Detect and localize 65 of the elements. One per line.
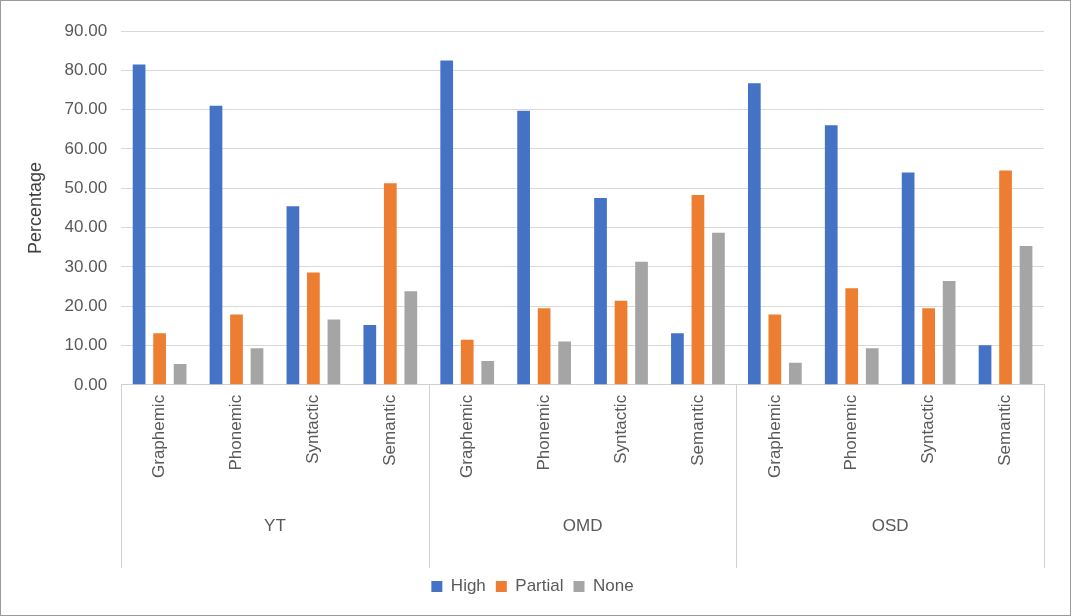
bar xyxy=(517,110,530,385)
bar xyxy=(922,308,935,385)
y-tick-label: 20.00 xyxy=(64,295,108,315)
bar xyxy=(788,362,802,385)
y-tick-label: 60.00 xyxy=(64,138,108,158)
bar xyxy=(978,345,992,385)
x-tick-label: Semantic xyxy=(380,394,399,466)
bar xyxy=(845,288,859,385)
bar xyxy=(153,333,166,385)
bar xyxy=(865,348,879,385)
bar xyxy=(230,314,243,385)
y-tick-label: 40.00 xyxy=(64,217,108,237)
bar xyxy=(440,60,454,385)
y-tick-label: 10.00 xyxy=(64,335,108,355)
y-tick-label: 90.00 xyxy=(64,20,108,40)
x-tick-label: Semantic xyxy=(687,394,707,466)
bar xyxy=(671,333,684,385)
bar xyxy=(1019,246,1033,385)
bar xyxy=(327,319,341,385)
text: YT xyxy=(264,515,286,535)
x-tick-label: Syntactic xyxy=(610,394,630,464)
x-tick-label: Phonemic xyxy=(841,394,861,471)
bar xyxy=(558,341,571,385)
x-tick-label: Graphemic xyxy=(456,394,476,478)
bar xyxy=(209,105,223,385)
legend-label: High xyxy=(450,576,486,596)
bar xyxy=(768,314,782,385)
bar xyxy=(635,261,648,385)
x-tick-label: Semantic xyxy=(995,394,1015,466)
bar xyxy=(460,339,474,385)
legend-label: Partial xyxy=(515,576,564,596)
bar xyxy=(901,172,915,385)
x-tick-label: Graphemic xyxy=(149,394,169,478)
bar xyxy=(824,125,838,385)
text: OMD xyxy=(562,515,603,535)
bar xyxy=(173,364,187,385)
bar xyxy=(404,291,418,385)
x-tick-label: Phonemic xyxy=(226,394,246,471)
bar xyxy=(383,183,397,385)
bar xyxy=(712,232,725,385)
x-tick-label: Syntactic xyxy=(918,394,938,464)
y-tick-label: 70.00 xyxy=(64,99,108,119)
y-tick-label: 50.00 xyxy=(64,177,108,197)
bar xyxy=(747,83,761,385)
bar xyxy=(537,308,551,385)
bar xyxy=(250,348,264,385)
text: OSD xyxy=(871,515,909,535)
x-tick-label: Syntactic xyxy=(303,394,323,464)
bar xyxy=(307,272,320,385)
x-tick-label: Phonemic xyxy=(533,394,553,471)
y-tick-label: 30.00 xyxy=(64,256,108,276)
bar xyxy=(691,194,705,385)
y-axis-title: Percentage xyxy=(24,161,45,254)
x-tick-label: Graphemic xyxy=(764,394,784,478)
bar xyxy=(614,300,628,385)
bar xyxy=(286,206,300,385)
bar xyxy=(942,281,956,385)
bar xyxy=(363,325,377,385)
y-tick-label: 80.00 xyxy=(64,60,108,80)
bar xyxy=(481,360,495,385)
legend-label: None xyxy=(593,576,634,596)
bar xyxy=(132,64,146,385)
y-tick-label: 0.00 xyxy=(74,374,108,394)
bar xyxy=(594,198,607,385)
bar xyxy=(999,170,1012,385)
